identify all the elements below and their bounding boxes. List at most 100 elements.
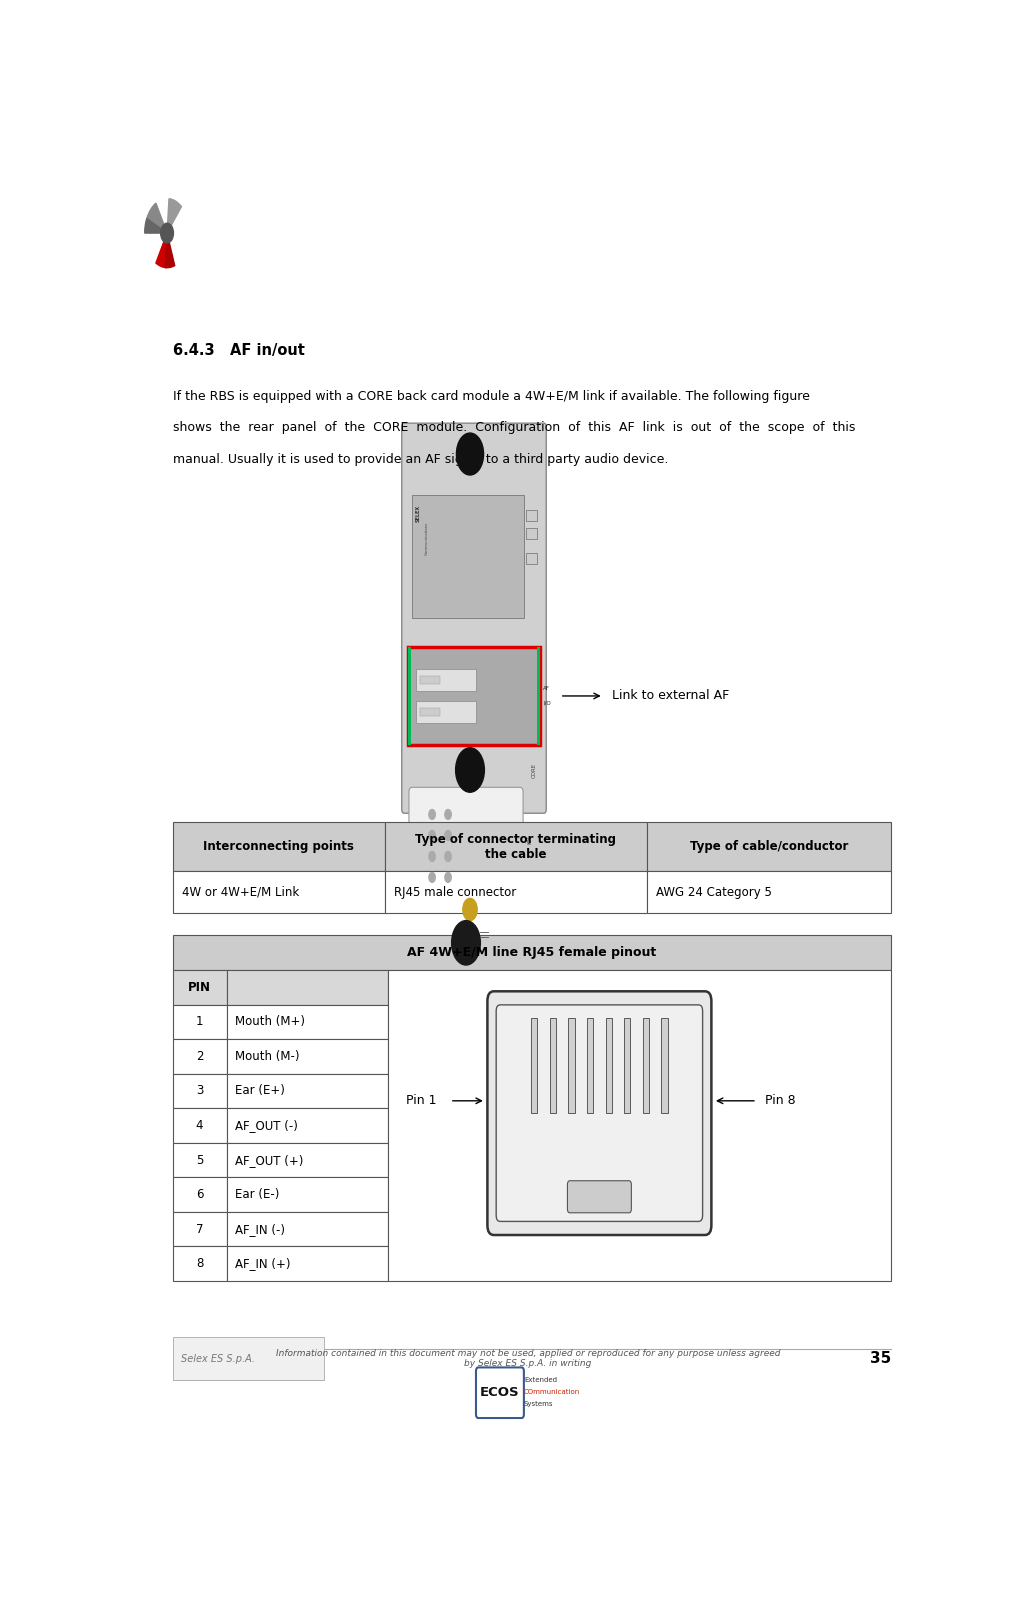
- Text: Pin 1: Pin 1: [406, 1095, 437, 1108]
- Text: Type of connector terminating
the cable: Type of connector terminating the cable: [415, 832, 616, 861]
- Text: RJ45 male connector: RJ45 male connector: [394, 886, 516, 899]
- Text: Mouth (M+): Mouth (M+): [235, 1015, 305, 1028]
- Text: manual. Usually it is used to provide an AF signal to a third party audio device: manual. Usually it is used to provide an…: [173, 452, 668, 466]
- Circle shape: [161, 223, 173, 244]
- Bar: [227, 1108, 388, 1143]
- Text: 3: 3: [196, 1085, 203, 1098]
- Circle shape: [445, 851, 451, 861]
- Circle shape: [428, 851, 436, 861]
- Circle shape: [456, 433, 483, 474]
- FancyBboxPatch shape: [402, 423, 546, 813]
- FancyBboxPatch shape: [476, 1367, 524, 1419]
- Text: I/O: I/O: [543, 701, 551, 705]
- Text: COmmunication: COmmunication: [524, 1390, 580, 1395]
- Bar: [227, 970, 388, 1005]
- Text: Link to external AF: Link to external AF: [612, 689, 729, 702]
- Text: Information contained in this document may not be used, applied or reproduced fo: Information contained in this document m…: [276, 1350, 780, 1369]
- Bar: [173, 936, 891, 970]
- Circle shape: [428, 810, 436, 819]
- Text: 4W or 4W+E/M Link: 4W or 4W+E/M Link: [182, 886, 300, 899]
- Bar: [227, 1177, 388, 1212]
- Bar: [420, 676, 440, 683]
- Bar: [384, 822, 647, 870]
- Wedge shape: [156, 242, 167, 268]
- Wedge shape: [165, 242, 175, 268]
- Bar: [587, 1018, 593, 1112]
- Wedge shape: [144, 218, 162, 232]
- Bar: [173, 1108, 227, 1143]
- Text: SELEX: SELEX: [416, 505, 421, 523]
- Bar: [227, 1039, 388, 1074]
- Bar: [643, 1018, 649, 1112]
- Text: AF_OUT (+): AF_OUT (+): [235, 1154, 303, 1167]
- Bar: [416, 668, 476, 691]
- Text: 2: 2: [196, 1050, 203, 1063]
- Bar: [526, 510, 537, 521]
- Bar: [537, 646, 540, 745]
- Text: ECOS: ECOS: [480, 1385, 520, 1398]
- FancyBboxPatch shape: [173, 1337, 324, 1380]
- Bar: [661, 1018, 667, 1112]
- Text: 8: 8: [196, 1257, 203, 1270]
- Circle shape: [455, 747, 484, 792]
- Text: Ear (E-): Ear (E-): [235, 1188, 279, 1201]
- Text: Pin 8: Pin 8: [765, 1095, 795, 1108]
- Bar: [420, 709, 440, 715]
- FancyBboxPatch shape: [568, 1181, 631, 1213]
- Bar: [569, 1018, 575, 1112]
- Text: Type of cable/conductor: Type of cable/conductor: [690, 840, 848, 853]
- Wedge shape: [147, 204, 164, 229]
- Text: Selex ES S.p.A.: Selex ES S.p.A.: [180, 1355, 254, 1364]
- Text: 5: 5: [196, 1154, 203, 1167]
- Bar: [227, 1143, 388, 1177]
- Text: AF_OUT (-): AF_OUT (-): [235, 1119, 298, 1132]
- Text: IOI: IOI: [527, 835, 531, 845]
- Bar: [384, 870, 647, 914]
- Text: Interconnecting points: Interconnecting points: [203, 840, 354, 853]
- Bar: [412, 495, 524, 619]
- Bar: [173, 1177, 227, 1212]
- Circle shape: [445, 872, 451, 882]
- Text: 6: 6: [196, 1188, 203, 1201]
- Bar: [408, 646, 540, 745]
- FancyBboxPatch shape: [496, 1005, 702, 1221]
- Text: 7: 7: [196, 1223, 203, 1236]
- Text: AWG 24 Category 5: AWG 24 Category 5: [656, 886, 772, 899]
- FancyBboxPatch shape: [409, 787, 523, 893]
- Bar: [173, 870, 384, 914]
- Bar: [227, 1005, 388, 1039]
- Bar: [173, 1212, 227, 1247]
- Bar: [647, 822, 891, 870]
- Bar: [624, 1018, 630, 1112]
- Text: Mouth (M-): Mouth (M-): [235, 1050, 299, 1063]
- Bar: [647, 870, 891, 914]
- Text: Ear (E+): Ear (E+): [235, 1085, 284, 1098]
- Wedge shape: [168, 199, 181, 226]
- Text: shows  the  rear  panel  of  the  CORE  module.  Configuration  of  this  AF  li: shows the rear panel of the CORE module.…: [173, 422, 855, 434]
- Text: CORE: CORE: [531, 763, 537, 777]
- Bar: [227, 1074, 388, 1108]
- Bar: [550, 1018, 556, 1112]
- Circle shape: [462, 757, 477, 779]
- Bar: [173, 1039, 227, 1074]
- Bar: [173, 1247, 227, 1281]
- Bar: [531, 1018, 538, 1112]
- Bar: [173, 1143, 227, 1177]
- Circle shape: [462, 898, 477, 920]
- Bar: [227, 1247, 388, 1281]
- Text: 1: 1: [196, 1015, 203, 1028]
- Bar: [173, 822, 384, 870]
- Bar: [526, 553, 537, 564]
- Bar: [173, 1074, 227, 1108]
- Text: 4: 4: [196, 1119, 203, 1132]
- Bar: [526, 527, 537, 539]
- Bar: [173, 970, 227, 1005]
- Text: AF_IN (+): AF_IN (+): [235, 1257, 290, 1270]
- Text: AF: AF: [543, 686, 550, 691]
- Circle shape: [428, 830, 436, 840]
- Circle shape: [428, 872, 436, 882]
- Text: Communications: Communications: [424, 521, 428, 555]
- Text: Extended: Extended: [524, 1377, 557, 1383]
- Bar: [606, 1018, 612, 1112]
- Circle shape: [451, 920, 480, 965]
